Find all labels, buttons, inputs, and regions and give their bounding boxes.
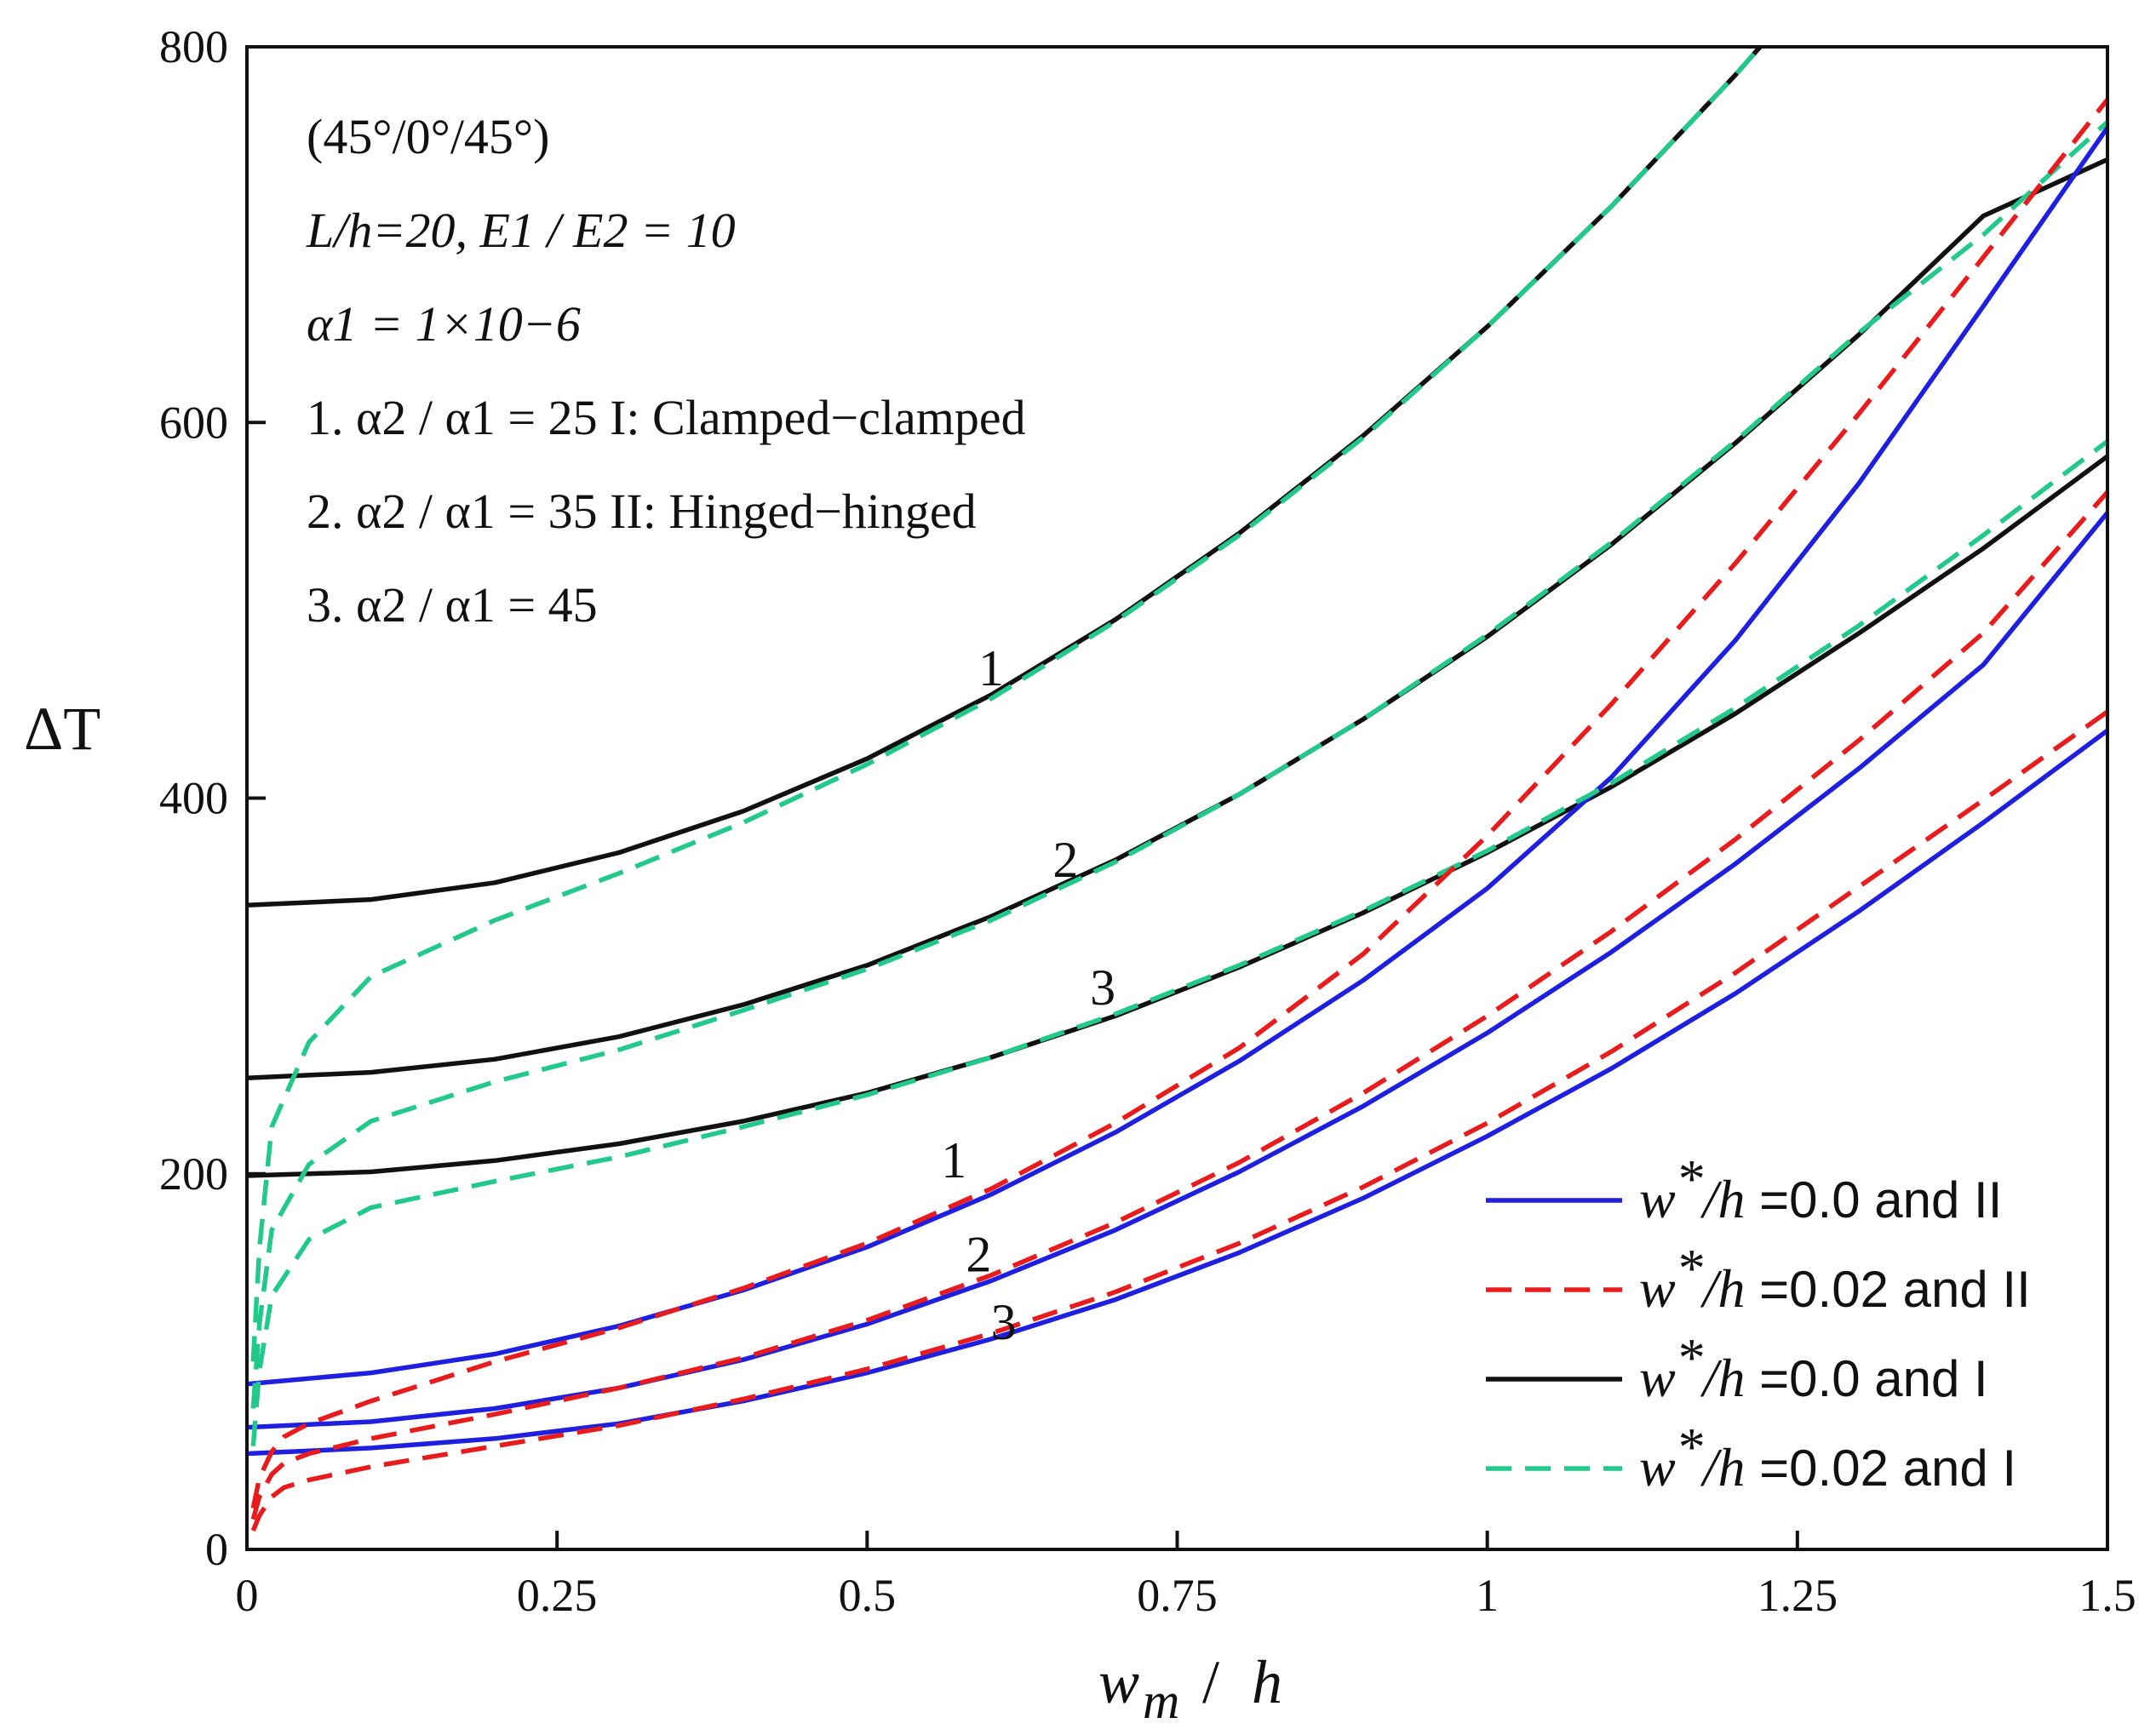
- x-tick-label: 0: [236, 1570, 259, 1621]
- curve-label: 2: [966, 1226, 991, 1282]
- series-line-ii-1-imperfect: [250, 98, 2107, 1509]
- series-line-i-3-perfect: [247, 454, 2107, 1178]
- series-line-ii-3-perfect: [247, 728, 2107, 1457]
- legend-label: w*/h =0.0 and II: [1639, 1148, 2002, 1229]
- svg-text:m: m: [1143, 1673, 1179, 1729]
- series-line-ii-2-perfect: [247, 511, 2107, 1430]
- annotation-layup: (45°/0°/45°): [307, 109, 549, 164]
- x-tick-label: 0.5: [839, 1570, 897, 1621]
- legend-label: w*/h =0.02 and II: [1639, 1238, 2031, 1319]
- x-axis-title: w m / h: [1098, 1648, 1282, 1729]
- svg-text:h: h: [1252, 1648, 1282, 1716]
- series-line-ii-1-perfect: [247, 126, 2107, 1387]
- y-tick-label: 600: [159, 397, 228, 448]
- curve-label: 3: [1090, 959, 1115, 1016]
- annotation-case-3: 3. α2 / α1 = 45: [307, 577, 598, 633]
- series-line-i-2-imperfect: [250, 120, 2107, 1409]
- annotation-case-2: 2. α2 / α1 = 35 II: Hinged−hinged: [307, 484, 977, 539]
- svg-text:/: /: [1202, 1648, 1219, 1716]
- svg-text:w: w: [1098, 1648, 1139, 1716]
- y-tick-label: 0: [205, 1524, 228, 1575]
- y-axis-title-delta: ΔT: [24, 695, 100, 763]
- legend-label: w*/h =0.02 and I: [1639, 1417, 2016, 1497]
- ticks-layer: 0 0.25 0.5 0.75 1 1.25 1.5 0 200 400 600 800: [159, 21, 2136, 1621]
- series-layer: [247, 47, 2107, 1532]
- y-tick-label: 200: [159, 1148, 228, 1200]
- curve-label: 1: [978, 640, 1004, 696]
- curve-label: 2: [1052, 832, 1078, 888]
- plot-frame: [245, 45, 2109, 1551]
- y-axis-title: ΔT: [24, 695, 100, 763]
- legend-label: w*/h =0.0 and I: [1639, 1327, 1988, 1408]
- x-tick-label: 0.75: [1137, 1570, 1218, 1621]
- y-tick-label: 800: [159, 21, 228, 72]
- series-line-i-1-imperfect: [250, 47, 1763, 1362]
- annotation-alpha1: α1 = 1×10−6: [307, 296, 581, 352]
- annotation-geometry: L/h=20, E1 / E2 = 10: [306, 203, 736, 258]
- x-tick-label: 1.5: [2079, 1570, 2136, 1621]
- curve-label: 3: [991, 1294, 1017, 1350]
- series-line-i-1-perfect: [247, 47, 1763, 908]
- curve-label: 1: [941, 1132, 966, 1188]
- x-tick-label: 1.25: [1757, 1570, 1838, 1621]
- y-tick-label: 400: [159, 773, 228, 824]
- annotation-case-1: 1. α2 / α1 = 25 I: Clamped−clamped: [307, 390, 1026, 445]
- x-tick-label: 1: [1476, 1570, 1499, 1621]
- annotations: (45°/0°/45°) L/h=20, E1 / E2 = 10 α1 = 1…: [306, 109, 1026, 633]
- legend: w*/h =0.0 and IIw*/h =0.02 and IIw*/h =0…: [1486, 1148, 2031, 1497]
- x-tick-label: 0.25: [517, 1570, 598, 1621]
- series-line-ii-3-imperfect: [250, 709, 2107, 1532]
- series-line-i-3-imperfect: [250, 439, 2107, 1446]
